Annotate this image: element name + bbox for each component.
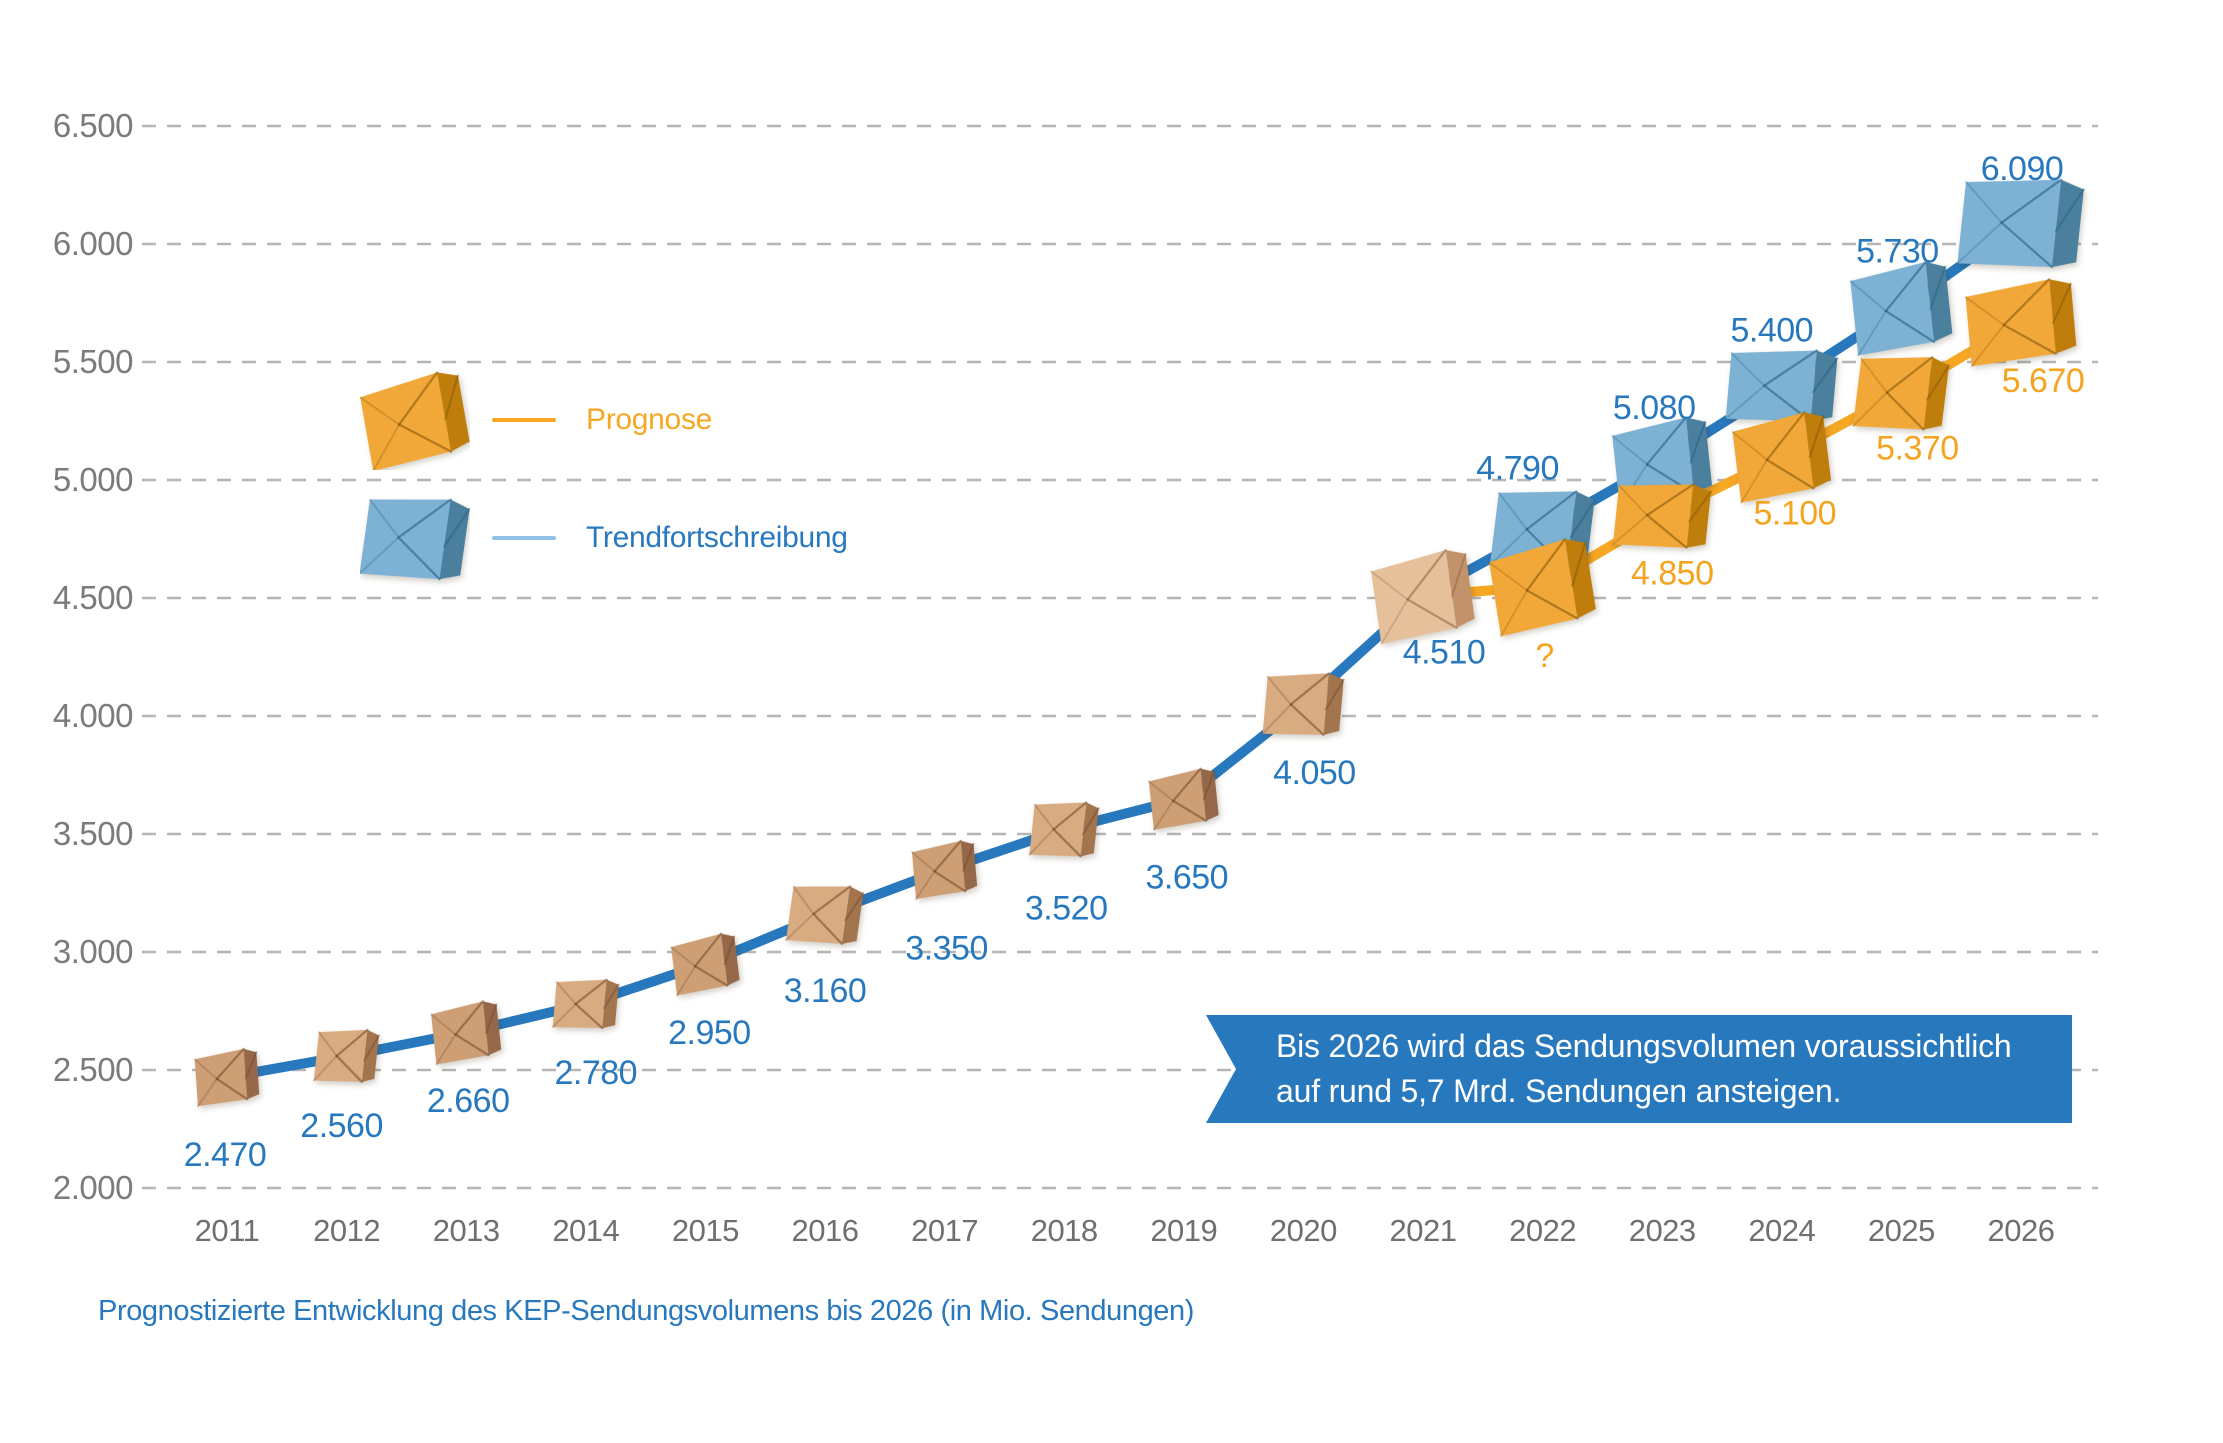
trend-data-label: 4.510 [1403, 634, 1486, 672]
legend: Prognose Trendfortschreibung [360, 371, 848, 586]
x-axis-year-label: 2018 [1031, 1213, 1098, 1248]
y-axis-tick-label: 4.000 [53, 697, 133, 734]
x-axis-year-label: 2019 [1150, 1213, 1217, 1248]
parcel-box [430, 1000, 502, 1066]
y-axis-tick-label: 2.000 [53, 1169, 133, 1206]
parcel-boxes-layer [193, 178, 2085, 1108]
parcel-box [1852, 356, 1951, 431]
prognose-legend-label: Prognose [586, 403, 713, 436]
trend-data-label: 4.050 [1273, 754, 1356, 792]
parcel-box [785, 885, 865, 945]
trend-data-label: 5.730 [1856, 233, 1939, 271]
y-axis-tick-label: 3.500 [53, 815, 133, 852]
trend-data-label: 6.090 [1981, 150, 2064, 188]
x-axis-year-label: 2017 [911, 1213, 978, 1248]
y-axis-tick-label: 6.500 [53, 107, 133, 144]
trend-data-label: 2.660 [427, 1082, 510, 1120]
y-axis-tick-label: 4.500 [53, 579, 133, 616]
prognose-data-label: 4.850 [1631, 554, 1714, 592]
trendfortschreibung-line-swatch [492, 536, 556, 540]
trendfortschreibung-parcel-icon [360, 498, 470, 581]
trendfortschreibung-line [222, 217, 2026, 1083]
x-axis-year-label: 2011 [195, 1213, 260, 1248]
chart-caption: Prognostizierte Entwicklung des KEP-Send… [98, 1295, 1195, 1327]
parcel-box [360, 371, 470, 470]
parcel-box [193, 1047, 260, 1108]
trend-data-label: 2.950 [668, 1014, 751, 1052]
forecast-callout-banner: Bis 2026 wird das Sendungsvolumen voraus… [1206, 1015, 2072, 1123]
prognose-data-label: ? [1535, 637, 1553, 675]
parcel-box [911, 839, 978, 900]
parcel-box [1370, 548, 1475, 645]
parcel-box [1956, 178, 2085, 269]
y-axis-tick-label: 5.500 [53, 343, 133, 380]
parcel-box [1611, 483, 1712, 549]
x-axis-year-label: 2024 [1748, 1213, 1815, 1248]
parcel-box [670, 932, 740, 997]
y-axis-tick-label: 2.500 [53, 1051, 133, 1088]
x-axis-year-label: 2016 [792, 1213, 859, 1248]
trend-data-label: 2.470 [184, 1136, 267, 1174]
parcel-box [312, 1028, 380, 1084]
x-axis-year-label: 2012 [313, 1213, 380, 1248]
parcel-box [1964, 278, 2077, 368]
parcel-box [1731, 411, 1832, 504]
legend-item-trendfortschreibung: Trendfortschreibung [360, 490, 848, 586]
trend-data-label: 3.160 [784, 972, 867, 1010]
parcel-box [1849, 260, 1953, 357]
trend-data-label: 3.520 [1025, 889, 1108, 927]
x-axis-year-label: 2015 [672, 1213, 739, 1248]
callout-text-line1: Bis 2026 wird das Sendungsvolumen voraus… [1276, 1028, 2012, 1064]
trend-data-label: 5.400 [1731, 312, 1814, 350]
parcel-box [1488, 538, 1596, 638]
trend-data-label: 4.790 [1476, 450, 1559, 488]
trend-data-label: 5.080 [1613, 389, 1696, 427]
x-axis-year-label: 2020 [1270, 1213, 1337, 1248]
parcel-box [1147, 767, 1219, 831]
trend-data-label: 3.350 [905, 929, 988, 967]
prognose-data-label: 5.370 [1876, 430, 1959, 468]
parcel-box [1611, 416, 1713, 508]
prognose-parcel-icon [360, 371, 470, 470]
legend-item-prognose: Prognose [360, 371, 848, 470]
trendfortschreibung-legend-label: Trendfortschreibung [586, 521, 848, 554]
callout-text-line2: auf rund 5,7 Mrd. Sendungen ansteigen. [1276, 1073, 1842, 1109]
x-axis-year-label: 2026 [1988, 1213, 2055, 1248]
x-axis-year-label: 2025 [1868, 1213, 1935, 1248]
parcel-box [1724, 349, 1839, 423]
x-axis-year-label: 2013 [433, 1213, 500, 1248]
parcel-box [551, 978, 620, 1030]
x-axis-year-label: 2021 [1390, 1213, 1457, 1248]
trend-data-label: 3.650 [1146, 859, 1229, 897]
prognose-data-label: 5.100 [1754, 494, 1837, 532]
prognose-data-label: 5.670 [2002, 362, 2085, 400]
parcel-box [1261, 672, 1345, 736]
x-axis-year-label: 2014 [552, 1213, 619, 1248]
y-axis-tick-label: 5.000 [53, 461, 133, 498]
trend-data-label: 2.560 [300, 1107, 383, 1145]
y-axis-tick-label: 6.000 [53, 225, 133, 262]
x-axis-year-label: 2023 [1629, 1213, 1696, 1248]
x-axis-year-label: 2022 [1509, 1213, 1576, 1248]
trend-data-label: 2.780 [555, 1054, 638, 1092]
parcel-box [360, 498, 470, 581]
prognose-line-swatch [492, 418, 556, 422]
y-axis-tick-label: 3.000 [53, 933, 133, 970]
parcel-box [1028, 801, 1100, 858]
